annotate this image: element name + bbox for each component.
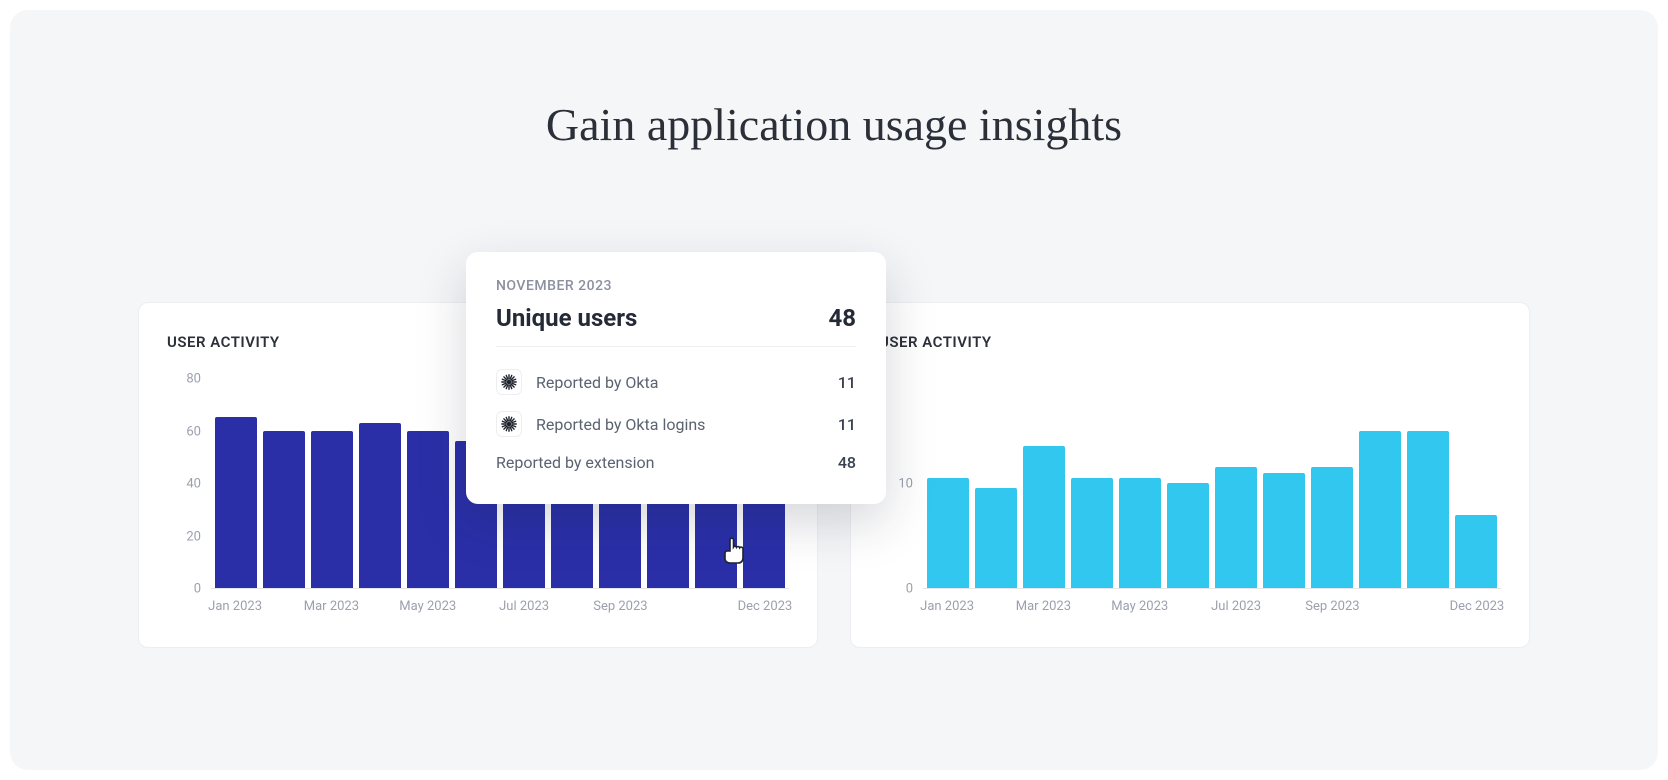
bars-area[interactable] — [923, 379, 1501, 589]
x-tick-label: Dec 2023 — [738, 599, 793, 614]
x-tick-label: Mar 2023 — [1016, 599, 1071, 614]
y-tick-label: 0 — [194, 582, 201, 597]
chart-bar[interactable] — [1311, 467, 1353, 588]
x-tick-label: Sep 2023 — [1305, 599, 1359, 614]
page-canvas: Gain application usage insights USER ACT… — [10, 10, 1658, 770]
page-heading: Gain application usage insights — [10, 98, 1658, 151]
chart-bar[interactable] — [1359, 431, 1401, 589]
tooltip-metric-label: Unique users — [496, 304, 637, 332]
chart-bar[interactable] — [975, 488, 1017, 588]
tooltip-row-value: 48 — [838, 453, 856, 472]
chart-bar[interactable] — [927, 478, 969, 588]
x-tick-label: May 2023 — [399, 599, 456, 614]
okta-icon — [496, 411, 522, 437]
tooltip-heading-row: Unique users 48 — [496, 304, 856, 347]
x-tick-label: Mar 2023 — [304, 599, 359, 614]
chart-bar[interactable] — [1119, 478, 1161, 588]
chart-bar[interactable] — [1407, 431, 1449, 589]
tooltip-metric-value: 48 — [828, 304, 856, 332]
pointer-cursor-icon — [722, 537, 746, 571]
right-chart-card: USER ACTIVITY 010 Jan 2023Mar 2023May 20… — [850, 302, 1530, 648]
tooltip-row-value: 11 — [838, 373, 856, 392]
y-tick-label: 0 — [906, 582, 913, 597]
chart-title: USER ACTIVITY — [879, 333, 1501, 351]
hover-tooltip: NOVEMBER 2023 Unique users 48 Reported b… — [466, 252, 886, 504]
chart-bar[interactable] — [1071, 478, 1113, 588]
tooltip-row-label: Reported by Okta — [536, 373, 658, 392]
chart-bar[interactable] — [359, 423, 401, 588]
chart-bar[interactable] — [215, 417, 257, 588]
x-tick-label: Jul 2023 — [1211, 599, 1261, 614]
chart-plot: 010 — [879, 379, 1501, 589]
y-tick-label: 40 — [186, 477, 201, 492]
chart-bar[interactable] — [1215, 467, 1257, 588]
x-tick-label: Dec 2023 — [1450, 599, 1505, 614]
okta-icon — [496, 369, 522, 395]
x-tick-label: Jul 2023 — [499, 599, 549, 614]
tooltip-row: Reported by extension 48 — [496, 445, 856, 480]
tooltip-rows: Reported by Okta11Reported by Okta login… — [496, 361, 856, 480]
y-tick-label: 80 — [186, 372, 201, 387]
chart-bar[interactable] — [407, 431, 449, 589]
x-tick-label: Sep 2023 — [593, 599, 647, 614]
tooltip-row-value: 11 — [838, 415, 856, 434]
chart-bar[interactable] — [263, 431, 305, 589]
tooltip-row: Reported by Okta 11 — [496, 361, 856, 403]
y-tick-label: 10 — [898, 477, 913, 492]
tooltip-row-label: Reported by extension — [496, 453, 655, 472]
x-tick-label: Jan 2023 — [920, 599, 974, 614]
x-tick-label: May 2023 — [1111, 599, 1168, 614]
chart-bar[interactable] — [1455, 515, 1497, 589]
tooltip-date: NOVEMBER 2023 — [496, 278, 856, 294]
x-axis: Jan 2023 Mar 2023 May 2023 Jul 2023 Sep 2023… — [923, 599, 1501, 619]
tooltip-row: Reported by Okta logins 11 — [496, 403, 856, 445]
y-axis: 020406080 — [167, 379, 211, 589]
chart-bar[interactable] — [1263, 473, 1305, 589]
y-tick-label: 20 — [186, 529, 201, 544]
tooltip-row-label: Reported by Okta logins — [536, 415, 705, 434]
x-tick-label: Jan 2023 — [208, 599, 262, 614]
x-axis: Jan 2023 Mar 2023 May 2023 Jul 2023 Sep 2023… — [211, 599, 789, 619]
chart-bar[interactable] — [1023, 446, 1065, 588]
chart-bar[interactable] — [1167, 483, 1209, 588]
chart-bar[interactable] — [311, 431, 353, 589]
y-tick-label: 60 — [186, 424, 201, 439]
